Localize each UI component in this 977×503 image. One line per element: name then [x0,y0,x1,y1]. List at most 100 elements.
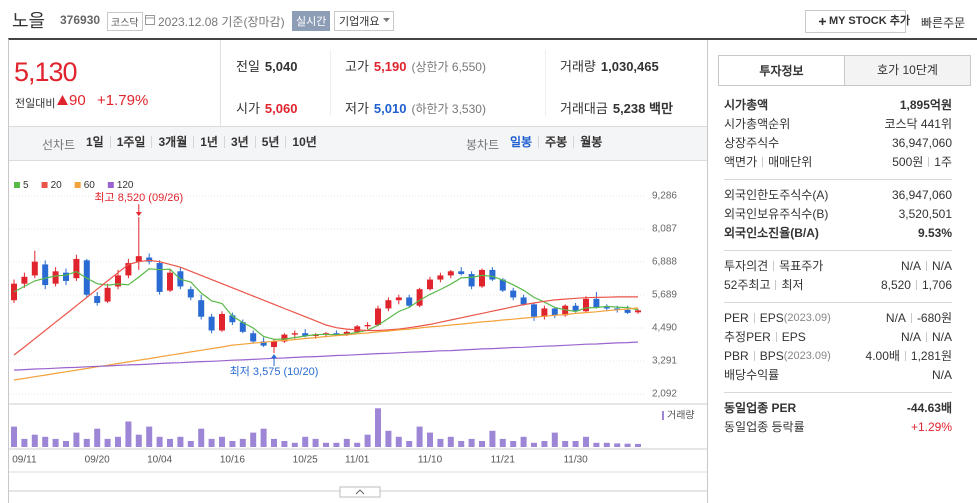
info-labels: 투자의견 목표주가 [724,257,823,274]
volume-bar [83,438,90,447]
candle-body [291,333,298,335]
x-tick-label: 10/04 [147,455,172,466]
fold-button[interactable] [339,486,381,498]
info-values: +1.29% [911,420,952,434]
info-value: 코스닥 441위 [884,117,952,131]
market-badge: 코스닥 [107,12,143,31]
separator [775,331,777,342]
candle-body [250,333,257,342]
tab[interactable]: 호가 10단계 [844,55,971,86]
period-tab[interactable]: 10년 [285,136,322,148]
candle-body [593,298,600,308]
info-label: 동일업종 등락률 [724,420,805,434]
quote-sub: (하한가 3,530) [411,102,486,116]
candle-body [31,261,38,276]
price-change: 90 [69,92,86,109]
period-tab[interactable]: 일봉 [510,135,533,149]
quote-value: 5,040 [264,59,298,74]
period-tab[interactable]: 5년 [254,136,286,148]
panel-divider [707,40,708,503]
info-labels: 52주최고 최저 [724,276,804,293]
period-tab[interactable]: 1일 [86,135,104,149]
stock-name: 노을 [12,11,46,31]
separator [775,279,777,290]
volume-bar [146,426,153,447]
info-label: 매매단위 [768,155,813,169]
info-values: N/A [932,368,952,382]
candle-body [447,271,454,276]
volume-bar [562,441,569,447]
quick-order-link[interactable]: 빠른주문 [921,16,966,30]
tab-active[interactable]: 투자정보 [718,55,845,86]
legend-label: 20 [51,180,63,191]
info-label: EPS [781,329,806,344]
volume-bar [167,438,173,447]
info-label: 상장주식수 [724,136,780,150]
volume-bar [406,441,413,447]
volume-bar [94,428,101,447]
candle-body [572,305,579,312]
volume-bar [187,441,194,447]
info-value: 9.53% [917,225,952,240]
candle-body [551,308,558,316]
volume-bar [541,441,548,447]
volume-bar [520,436,527,447]
period-tab[interactable]: 3년 [223,136,255,148]
info-section: 투자의견 목표주가 N/A N/A 52주최고 최저 8,520 1,706 [724,251,952,303]
x-tick-label: 09/11 [12,455,37,466]
info-labels: 시가총액 [724,96,768,113]
candle-body [333,333,340,335]
volume-bar [208,438,215,447]
realtime-button[interactable]: 실시간 [292,11,331,31]
volume-bar [52,438,59,447]
candle-body [42,264,49,286]
candle-body [385,300,392,309]
candle-body [208,316,215,331]
candle-body [489,269,496,280]
info-labels: 외국인소진율(B/A) [724,224,819,241]
info-label: 외국인한도주식수(A) [724,188,829,202]
info-label: PER [724,310,749,325]
legend-swatch [107,182,114,188]
up-triangle [57,95,68,105]
info-note: (2023.09) [783,311,831,324]
info-labels: 외국인보유주식수(B) [724,205,828,222]
volume-bar [219,436,225,447]
candle-body [63,272,69,281]
info-label: 목표주가 [779,259,824,273]
info-labels: 동일업종 PER [724,399,796,416]
y-tick-label: 8,087 [652,224,677,235]
info-note: (2023.09) [783,349,831,362]
period-tab[interactable]: 1년 [193,136,224,148]
volume-bar [73,432,80,447]
volume-bar [291,442,298,447]
candle-body [562,305,569,316]
volume-bar [271,438,277,447]
period-tab[interactable]: 3개월 [151,136,193,148]
quote-label: 전일 [236,59,260,74]
volume-bar [416,426,423,447]
x-tick-label: 11/01 [345,455,370,466]
x-tick-label: 09/20 [85,455,110,466]
low-label: 최저 3,575 (10/20) [230,365,319,378]
quote-cell: 시가 5,060 [236,98,297,117]
separator [753,350,755,361]
x-tick-label: 10/16 [220,455,245,466]
info-labels: 추정PER EPS [724,328,806,345]
my-stock-button[interactable]: MY STOCK 추가 [805,10,910,33]
company-info-button[interactable]: 기업개요 [334,11,395,31]
change-label: 전일대비 [15,98,56,110]
period-tab[interactable]: 월봉 [573,136,608,148]
period-tab[interactable]: 1주일 [109,136,152,148]
info-row: 배당수익률 N/A [724,365,952,384]
quote-date: 2023.12.08 기준(장마감) [158,15,285,29]
period-tab[interactable]: 주봉 [538,136,573,148]
quote-cell: 저가 5,010 (하한가 3,530) [345,98,486,117]
info-labels: PER EPS (2023.09) [724,311,831,325]
volume-bar [479,441,485,447]
quote-value: 5,060 [264,101,298,116]
candle-body [135,256,142,262]
volume-bar [312,438,319,447]
volume-bar [385,430,392,447]
candle-body [302,333,309,336]
